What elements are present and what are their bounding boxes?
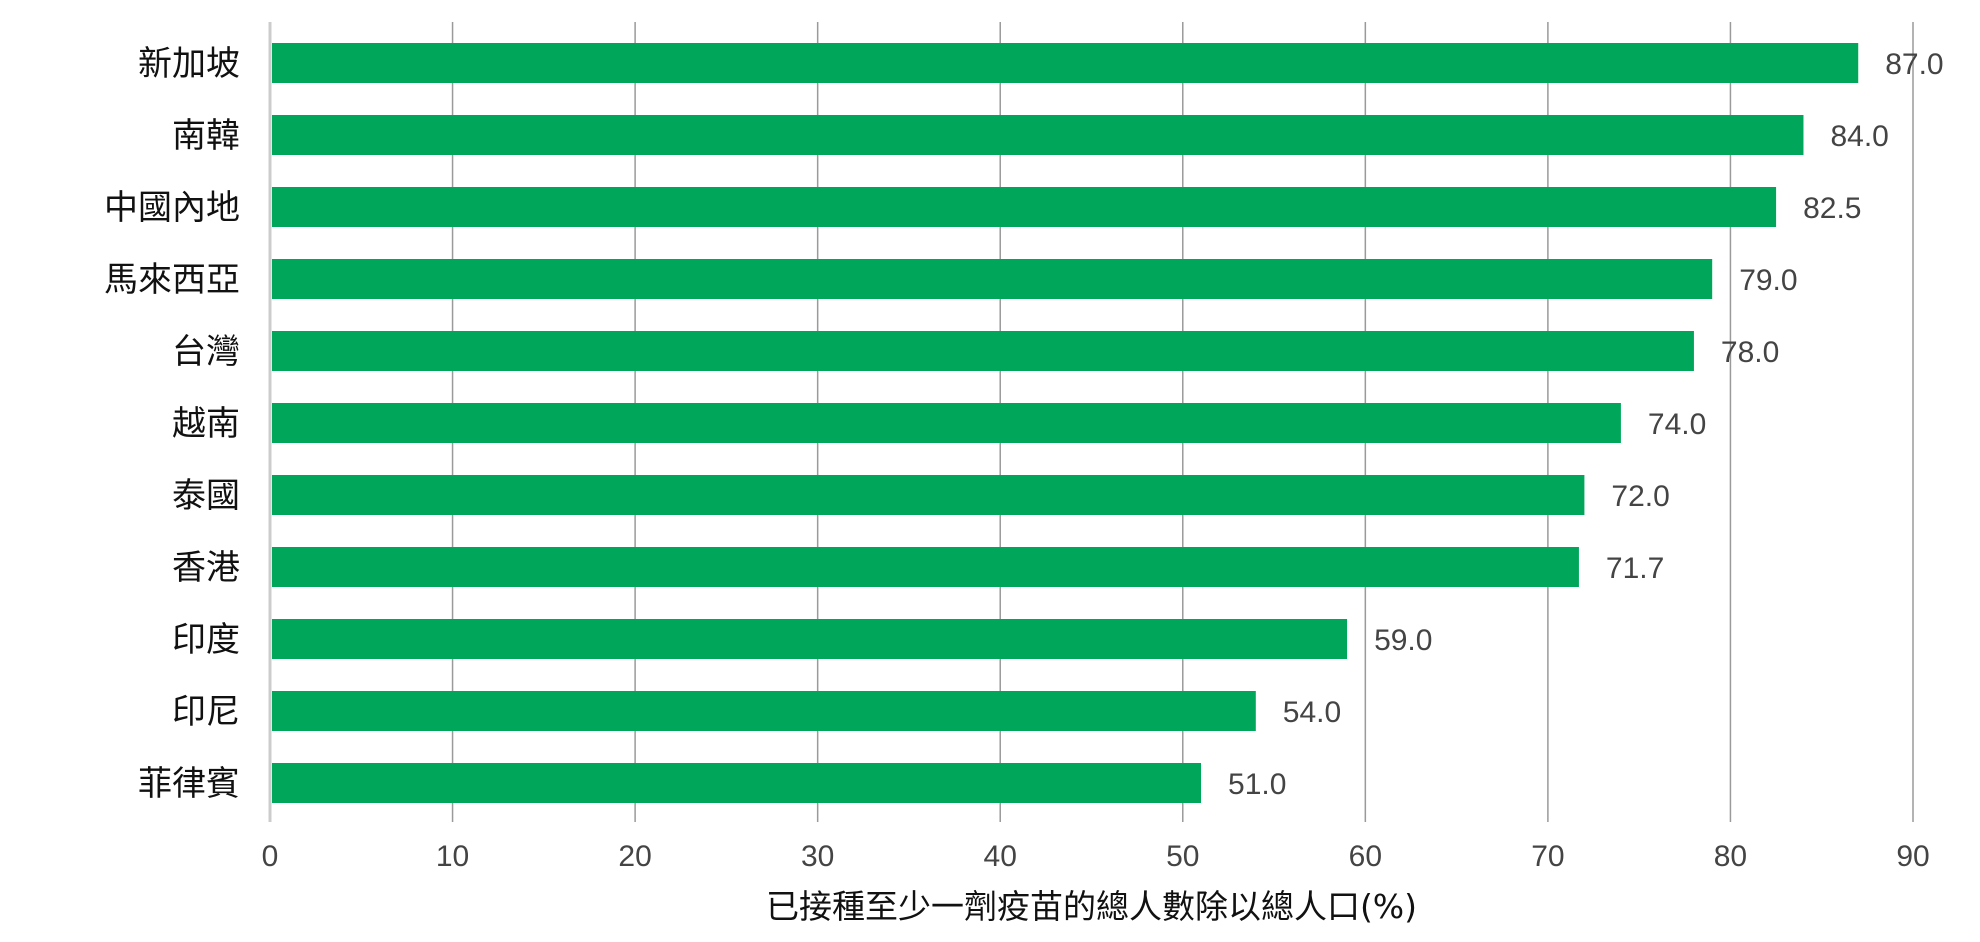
data-label: 87.0	[1885, 48, 1943, 81]
category-label: 馬來西亞	[104, 260, 240, 300]
x-tick-label: 60	[1349, 840, 1382, 873]
bar	[272, 187, 1777, 227]
x-tick-label: 70	[1531, 840, 1564, 873]
x-tick-label: 20	[618, 840, 651, 873]
bar	[272, 43, 1859, 83]
data-label: 54.0	[1283, 696, 1341, 729]
category-label: 越南	[172, 404, 240, 444]
category-label: 南韓	[172, 116, 240, 156]
data-label: 78.0	[1721, 336, 1779, 369]
data-label: 72.0	[1611, 480, 1669, 513]
category-label: 香港	[172, 548, 240, 588]
bar	[272, 619, 1348, 659]
data-label: 51.0	[1228, 768, 1286, 801]
data-label: 84.0	[1830, 120, 1888, 153]
data-label: 82.5	[1803, 192, 1861, 225]
x-tick-label: 40	[984, 840, 1017, 873]
x-axis-title: 已接種至少一劑疫苗的總人數除以總人口(%)	[766, 887, 1417, 926]
x-tick-label: 80	[1714, 840, 1747, 873]
bar	[272, 115, 1804, 155]
category-label: 台灣	[172, 332, 240, 372]
bar	[272, 259, 1713, 299]
bar	[272, 691, 1256, 731]
bar	[272, 475, 1585, 515]
data-label: 71.7	[1606, 552, 1664, 585]
x-tick-label: 30	[801, 840, 834, 873]
bar	[272, 763, 1202, 803]
bar	[272, 331, 1694, 371]
x-tick-labels: 0 10 20 30 40 50 60 70 80 90	[262, 840, 1930, 873]
x-tick-label: 50	[1166, 840, 1199, 873]
category-label: 菲律賓	[138, 764, 240, 804]
category-label: 印度	[172, 620, 240, 660]
data-label: 79.0	[1739, 264, 1797, 297]
x-tick-label: 90	[1896, 840, 1929, 873]
category-label: 中國內地	[104, 188, 240, 228]
bar	[272, 403, 1621, 443]
bars	[272, 43, 1859, 803]
category-label: 泰國	[172, 476, 240, 516]
x-tick-label: 10	[436, 840, 469, 873]
category-label: 印尼	[172, 692, 240, 732]
bar	[272, 547, 1579, 587]
data-label: 59.0	[1374, 624, 1432, 657]
x-tick-label: 0	[262, 840, 279, 873]
category-label: 新加坡	[138, 44, 240, 84]
value-labels: 87.0 84.0 82.5 79.0 78.0 74.0 72.0 71.7 59.0 54.0…	[1228, 48, 1944, 801]
data-label: 74.0	[1648, 408, 1706, 441]
